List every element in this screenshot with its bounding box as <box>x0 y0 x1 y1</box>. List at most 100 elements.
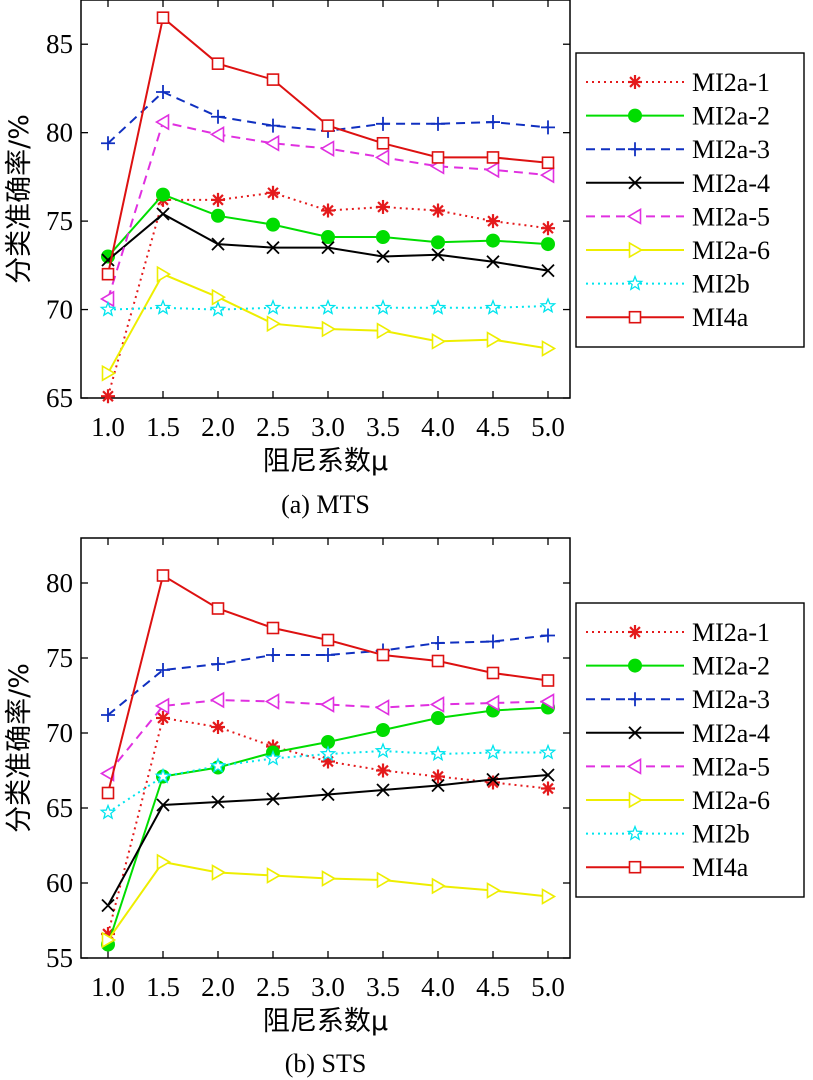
data-point-stroke <box>542 782 554 795</box>
series-MI2a-5 <box>99 113 555 308</box>
y-tick-label: 75 <box>46 643 73 673</box>
series-MI2a-4 <box>101 207 555 278</box>
data-point <box>154 767 172 784</box>
data-point <box>319 140 335 157</box>
legend-box <box>575 52 805 348</box>
data-point <box>486 255 500 269</box>
chart-mts: 65 70 75 80 85 1.0 1.5 2.0 2.5 3.0 3.5 4.0 4.5 5.0 阻尼系… <box>4 0 805 519</box>
data-point <box>541 340 557 357</box>
legend-marker <box>628 791 644 809</box>
data-point <box>431 778 445 793</box>
legend-marker-stroke <box>629 76 641 88</box>
data-point <box>321 203 335 218</box>
data-point <box>541 628 555 643</box>
data-point <box>154 298 172 315</box>
x-tick-label: 4.5 <box>476 412 510 442</box>
data-point <box>431 711 445 725</box>
data-point <box>539 166 555 184</box>
x-tick-label: 2.0 <box>201 412 235 442</box>
data-point <box>264 298 282 315</box>
data-point <box>321 648 335 662</box>
data-point <box>264 693 280 710</box>
data-point <box>266 621 280 635</box>
data-point <box>541 768 555 782</box>
data-point <box>211 602 225 615</box>
data-point <box>211 237 225 251</box>
data-point-stroke <box>432 204 444 217</box>
data-point <box>264 749 282 766</box>
data-point-stroke <box>377 764 389 777</box>
data-point-stroke <box>432 770 444 783</box>
y-tick-label: 70 <box>46 718 73 748</box>
data-point <box>156 663 170 677</box>
data-point <box>321 230 335 245</box>
legend-marker <box>628 75 642 89</box>
series-MI2a-3 <box>101 628 555 722</box>
x-tick-label: 1.0 <box>91 412 125 442</box>
data-point <box>264 134 280 152</box>
data-point <box>211 864 227 881</box>
data-point <box>154 697 170 715</box>
data-point <box>539 743 557 760</box>
data-point <box>266 217 280 232</box>
series-MI2a-2 <box>101 700 555 952</box>
legend-label: MI2a-6 <box>692 786 770 815</box>
data-point <box>156 853 172 871</box>
data-point <box>101 267 115 281</box>
legend-marker <box>626 274 644 291</box>
data-point-stroke <box>322 204 334 217</box>
data-point <box>321 870 337 887</box>
data-point <box>156 207 170 221</box>
data-point <box>266 185 280 200</box>
data-point <box>209 126 225 143</box>
series-MI2a-6 <box>101 265 557 382</box>
data-point <box>376 249 390 264</box>
y-tick-label: 75 <box>46 206 73 236</box>
data-point <box>484 298 502 315</box>
data-point <box>374 298 392 315</box>
data-point <box>486 666 500 680</box>
data-point <box>156 84 170 99</box>
data-point-stroke <box>212 194 224 206</box>
data-point <box>319 696 335 713</box>
legend-label: MI2a-4 <box>692 169 770 198</box>
data-point <box>376 723 390 737</box>
data-point <box>431 636 445 650</box>
legend-box <box>575 602 805 898</box>
legend-label: MI2a-2 <box>692 102 770 131</box>
y-axis-label: 分类准确率/% <box>4 663 35 833</box>
data-point <box>486 151 500 164</box>
data-point <box>101 136 115 151</box>
y-tick-label: 55 <box>46 943 73 973</box>
legend: MI2a-1 MI2a-2 MI2a-3 MI2a-4 MI2a-5 MI2a-6 MI2b… <box>575 52 805 348</box>
data-point <box>266 315 282 333</box>
data-point <box>376 871 392 889</box>
data-point <box>539 297 557 314</box>
x-tick-label: 4.0 <box>421 412 455 442</box>
legend-label: MI2a-6 <box>692 236 770 265</box>
legend-label: MI2a-3 <box>692 685 770 714</box>
data-point <box>541 221 555 236</box>
data-point <box>319 745 337 762</box>
data-point <box>486 331 502 349</box>
legend-marker <box>626 758 642 775</box>
data-point <box>541 264 555 278</box>
data-point <box>376 648 390 662</box>
plot-frame <box>80 0 571 399</box>
data-point-stroke <box>212 721 224 733</box>
data-point <box>541 120 555 135</box>
data-point <box>156 187 170 202</box>
legend-marker <box>626 824 644 841</box>
data-point <box>431 877 447 895</box>
data-point <box>211 192 225 207</box>
data-point <box>321 241 335 255</box>
legend-label: MI2b <box>692 820 750 849</box>
legend-label: MI4a <box>692 303 749 332</box>
data-point <box>211 57 225 70</box>
legend-marker <box>628 310 642 324</box>
series-MI2a-6 <box>101 853 557 949</box>
legend-label: MI2a-3 <box>692 135 770 164</box>
legend-marker <box>628 241 644 259</box>
x-tick-label: 2.5 <box>256 412 290 442</box>
y-tick-label: 65 <box>46 383 73 413</box>
